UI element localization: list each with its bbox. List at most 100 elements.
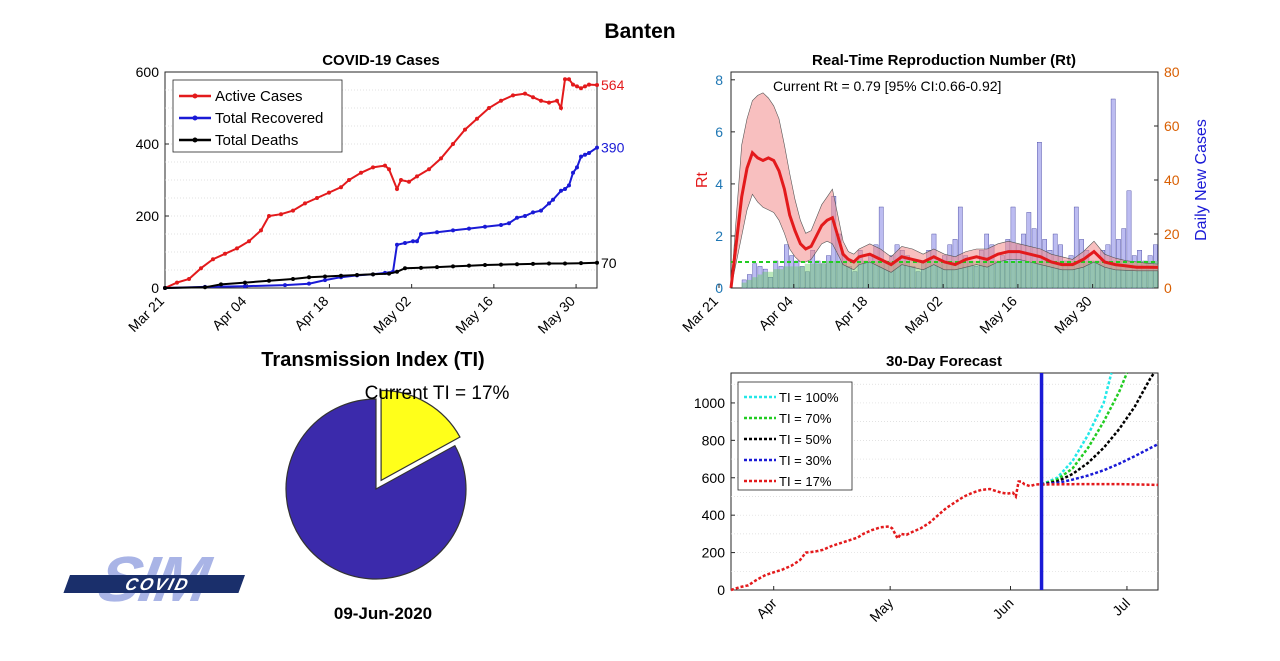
smoothed-cases-bar [873,261,879,288]
smoothed-cases-bar [868,261,874,288]
series-point [395,269,399,274]
smoothed-cases-bar [936,261,942,288]
series-point [371,272,375,277]
smoothed-cases-bar [941,261,948,288]
forecast-line [1041,442,1159,486]
x-tick-label: Mar 21 [125,293,167,335]
series-point [571,170,575,175]
daily-cases-bar [768,277,773,289]
x-tick-label: Apr 04 [209,293,250,334]
daily-cases-bar [915,271,921,289]
smoothed-cases-bar [1026,261,1032,288]
series-point [563,261,567,266]
series-point [515,262,519,267]
smoothed-cases-bar [1094,261,1101,288]
smoothed-cases-bar [1147,261,1153,288]
y-tick-label: 400 [136,136,160,152]
series-point [419,265,423,270]
smoothed-cases-bar [1031,261,1037,288]
smoothed-cases-bar [894,261,900,288]
forecast-axes-box [730,372,1159,591]
legend-label: TI = 30% [779,453,832,468]
left-y-tick-label: 4 [715,176,723,192]
x-tick-label: May [866,595,896,625]
series-point [291,277,295,281]
smoothed-cases-bar [878,261,884,288]
series-point [451,264,455,269]
series-point [451,228,455,233]
left-y-tick-label: 6 [715,124,723,140]
series-point [463,127,467,132]
series-point [483,262,487,267]
series-point [303,201,307,206]
smoothed-cases-bar [899,261,905,288]
daily-cases-bar [752,263,758,289]
x-tick-label: May 02 [370,293,414,337]
series-point [291,208,295,213]
series-point [307,275,311,280]
series-point [279,212,283,217]
series-point [587,151,591,155]
series-point [323,278,327,283]
smoothed-cases-bar [1015,261,1021,288]
series-point [523,214,527,218]
smoothed-cases-bar [857,261,863,288]
smoothed-cases-bar [1057,261,1064,288]
series-point [419,232,423,236]
smoothed-cases-bar [926,261,932,288]
rt-line [729,149,1159,289]
smoothed-cases-bar [1115,261,1122,288]
smoothed-cases-bar [778,269,784,288]
forecast-line [1041,482,1159,487]
legend-marker [192,93,198,99]
smoothed-cases-bar [746,279,753,288]
smoothed-cases-bar [794,266,800,288]
series-point [403,241,407,245]
smoothed-cases-bar [1078,261,1085,288]
smoothed-cases-bar [910,261,916,288]
series-point [427,167,431,172]
left-y-tick-label: 2 [715,228,723,244]
x-tick-label: Jun [989,595,1016,622]
right-y-tick-label: 80 [1164,64,1180,80]
daily-cases-bar [1126,190,1132,289]
smoothed-cases-bar [968,261,974,288]
legend-label: Total Recovered [215,110,323,127]
smoothed-cases-bar [1005,261,1011,288]
smoothed-cases-bar [989,261,995,288]
forecast-title: 30-Day Forecast [886,353,1002,370]
y-tick-label: 1000 [694,395,725,411]
smoothed-cases-bar [973,261,979,288]
smoothed-cases-bar [831,261,837,288]
series-point [315,196,319,200]
smoothed-cases-bar [1126,261,1132,288]
smoothed-cases-bar [836,261,842,288]
daily-cases-bar [1068,255,1074,289]
series-line [164,146,598,289]
y-tick-label: 600 [702,470,726,486]
series-point [247,239,251,244]
smoothed-cases-bar [1121,261,1127,288]
daily-cases-bar [799,266,805,289]
daily-cases-bar [957,206,963,289]
series-point [595,145,599,150]
series-point [307,281,311,286]
series-point [339,185,343,190]
series-point [347,178,351,182]
series-point [399,178,403,182]
series-point [187,277,191,281]
series-point [451,142,455,146]
series-point [531,261,535,266]
series-point [595,82,599,87]
x-tick-label: Apr 04 [755,293,796,334]
smoothed-cases-bar [804,263,811,288]
y-tick-label: 400 [702,507,726,523]
daily-cases-bar [989,244,995,289]
legend-label: Total Deaths [215,132,298,149]
series-point [407,179,411,184]
smoothed-cases-bar [1047,261,1053,288]
smoothed-cases-bar [846,261,853,288]
smoothed-cases-bar [952,261,958,288]
smoothed-cases-bar [820,263,826,288]
daily-cases-bar [741,279,747,289]
